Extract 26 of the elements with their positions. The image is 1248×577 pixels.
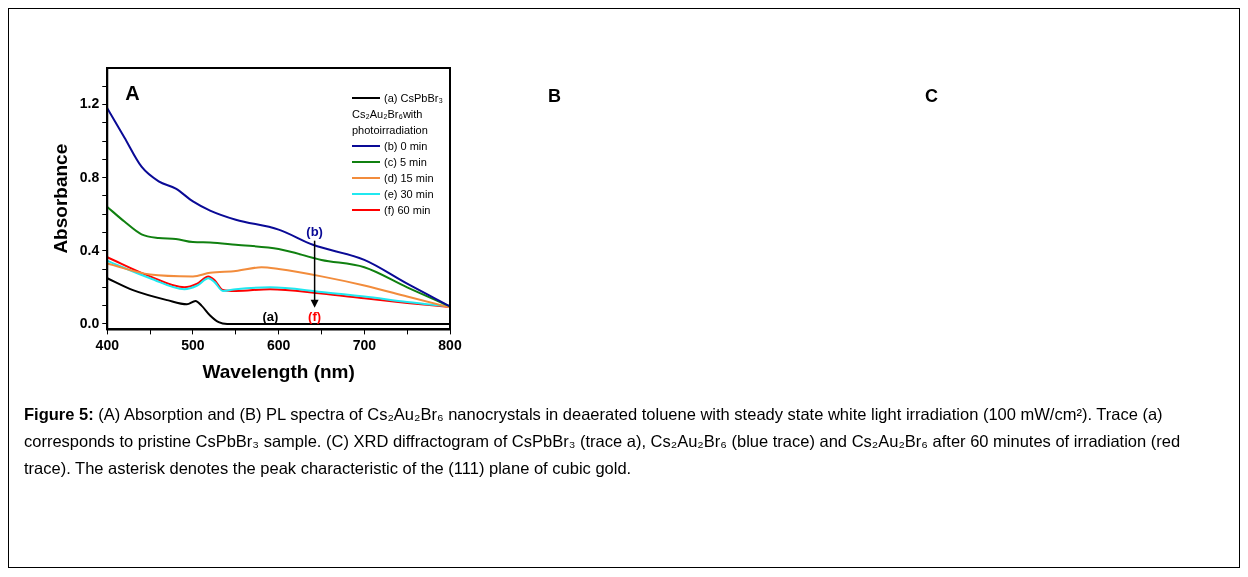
legend-label: (e) 30 min <box>384 187 434 202</box>
y-tick-label: 0.0 <box>79 314 100 331</box>
legend-label: (c) 5 min <box>384 155 427 170</box>
legend-label: (b) 0 min <box>384 139 428 154</box>
y-tick-label: 0.4 <box>79 241 100 258</box>
legend-title: Cs₂Au₂Br₆with photoirradiation <box>352 107 429 138</box>
x-axis-title: Wavelength (nm) <box>202 360 355 382</box>
x-tick-label: 700 <box>352 336 377 353</box>
x-tick-label: 500 <box>181 336 205 353</box>
legend-label: (a) CsPbBr₃ <box>384 91 443 106</box>
annotation: (f) <box>308 309 322 325</box>
x-tick-label: 800 <box>438 336 462 353</box>
annotation: (a) <box>262 309 279 325</box>
legend-label: (f) 60 min <box>384 203 431 218</box>
y-tick-label: 0.8 <box>79 168 100 185</box>
x-tick-label: 400 <box>95 336 120 353</box>
y-axis-title: Absorbance <box>49 143 71 254</box>
text: B <box>548 86 561 107</box>
text: C <box>925 86 938 107</box>
line-series <box>107 107 450 308</box>
annotation: A <box>125 81 140 104</box>
caption: Figure 5: (A) Absorption and (B) PL spectra of Cs₂Au₂Br₆ nanocrystals in deaerated toluene with steady state white light irradiation (100 mW/cm²). Trace (a) corresponds to pristine CsPbBr₃ sample. (C) XRD diffractogram of CsPbBr₃ (trace a), Cs₂Au₂Br₆ (blue trace) and Cs₂Au₂Br₆ after 60 minutes of irradiation (red trace). The asterisk denotes the peak characteristic of the (111) plane of cubic gold. <box>24 405 1181 477</box>
legend-label: (d) 15 min <box>384 171 434 186</box>
y-tick-label: 1.2 <box>79 95 100 112</box>
x-tick-label: 600 <box>266 336 291 353</box>
annotation: (b) <box>306 224 323 240</box>
